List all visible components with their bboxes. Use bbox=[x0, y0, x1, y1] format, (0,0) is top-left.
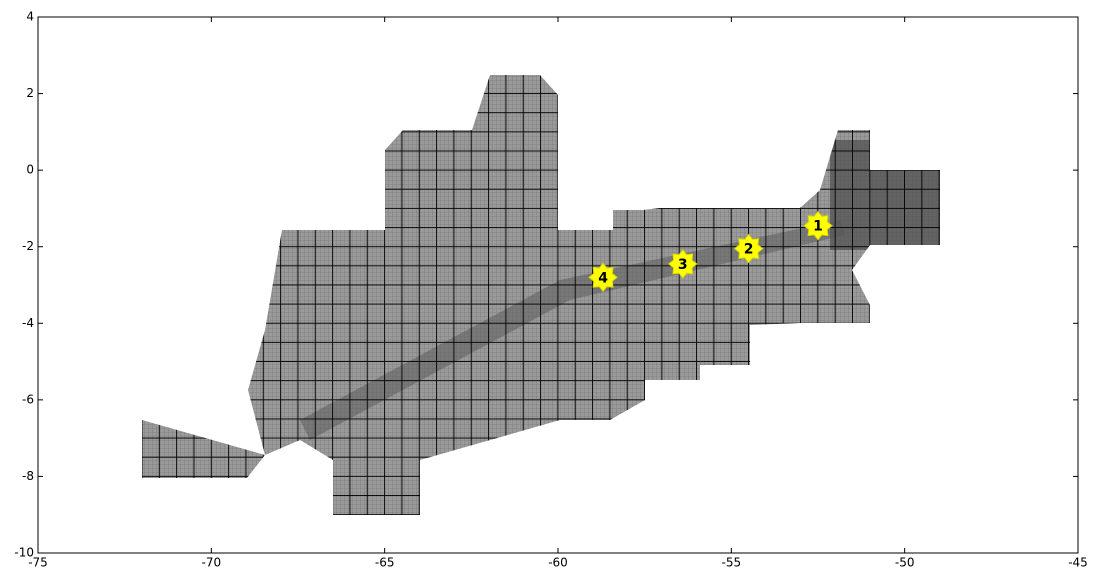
marker-label: 1 bbox=[813, 219, 823, 235]
x-tick-label: -65 bbox=[375, 556, 395, 570]
y-tick-label: -2 bbox=[22, 239, 34, 253]
axes: -75 -70 -65 -60 -55 -50 -45 -10 -8 -6 -4 -2 0 2 4 bbox=[14, 10, 1087, 570]
y-tick-label: -8 bbox=[22, 469, 34, 483]
marker bbox=[733, 233, 764, 264]
y-tick-label: 0 bbox=[26, 163, 34, 177]
y-tick-label: -6 bbox=[22, 392, 34, 406]
x-tick-label: -45 bbox=[1068, 556, 1088, 570]
y-tick-label: -4 bbox=[22, 316, 34, 330]
marker-label: 2 bbox=[744, 242, 754, 258]
marker bbox=[803, 210, 833, 241]
x-tick-label: -60 bbox=[548, 556, 568, 570]
marker-label: 3 bbox=[678, 257, 688, 273]
y-tick-label: 4 bbox=[26, 10, 34, 24]
x-tick-label: -70 bbox=[202, 556, 222, 570]
x-tick-label: -55 bbox=[722, 556, 742, 570]
marker-label: 4 bbox=[598, 270, 608, 286]
marker bbox=[668, 249, 698, 279]
x-tick-label: -50 bbox=[895, 556, 915, 570]
x-tick-label: -75 bbox=[28, 556, 48, 570]
markers: 1 2 3 4 bbox=[588, 210, 833, 293]
y-tick-label: 2 bbox=[26, 86, 34, 100]
marker bbox=[588, 262, 618, 293]
y-tick-label: -10 bbox=[14, 546, 34, 560]
